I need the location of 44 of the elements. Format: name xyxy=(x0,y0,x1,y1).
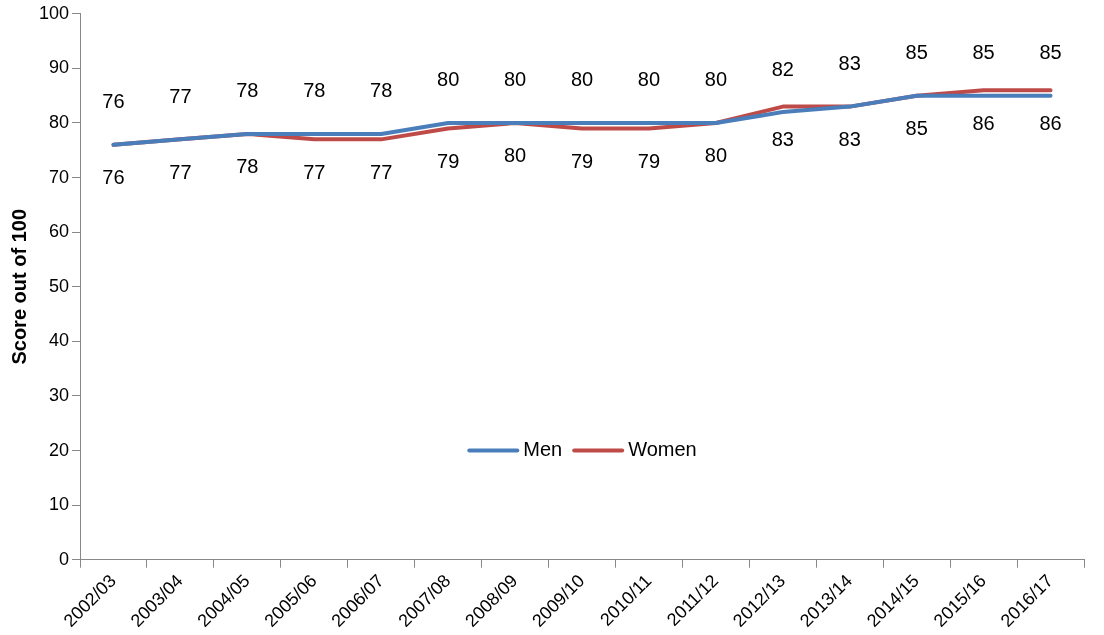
data-label: 80 xyxy=(704,144,727,167)
data-label: 79 xyxy=(437,149,460,172)
data-label: 85 xyxy=(905,117,928,140)
data-label: 80 xyxy=(503,144,527,167)
data-label: 80 xyxy=(503,68,527,91)
data-label: 85 xyxy=(905,41,928,64)
y-tick-label: 20 xyxy=(49,439,70,460)
data-label: 78 xyxy=(303,79,326,102)
data-label: 78 xyxy=(236,79,259,102)
data-label: 80 xyxy=(437,68,460,91)
data-label: 77 xyxy=(370,160,393,183)
data-label: 77 xyxy=(169,160,192,183)
data-label: 83 xyxy=(838,128,861,151)
data-label: 82 xyxy=(771,57,794,80)
data-label: 78 xyxy=(370,79,393,102)
data-label: 79 xyxy=(570,149,594,172)
y-tick-label: 40 xyxy=(49,330,70,351)
y-axis-title: Score out of 100 xyxy=(7,208,30,365)
y-tick-label: 50 xyxy=(49,275,70,296)
data-label: 86 xyxy=(972,111,995,134)
y-tick-label: 70 xyxy=(49,166,70,187)
data-label: 77 xyxy=(169,84,192,107)
y-tick-label: 90 xyxy=(49,57,70,78)
y-tick-label: 0 xyxy=(59,548,70,569)
data-label: 86 xyxy=(1039,111,1062,134)
data-label: 76 xyxy=(102,90,125,113)
data-label: 83 xyxy=(771,128,794,151)
data-label: 79 xyxy=(637,149,661,172)
data-label: 85 xyxy=(972,41,995,64)
y-tick-label: 80 xyxy=(49,111,70,132)
y-tick-label: 60 xyxy=(49,221,70,242)
y-tick-label: 10 xyxy=(49,494,70,515)
data-label: 80 xyxy=(570,68,594,91)
data-label: 76 xyxy=(102,166,125,189)
legend-label: Men xyxy=(523,438,563,461)
data-label: 77 xyxy=(303,160,326,183)
data-label: 78 xyxy=(236,155,259,178)
legend-label: Women xyxy=(628,438,697,461)
data-label: 85 xyxy=(1039,41,1062,64)
data-label: 83 xyxy=(838,52,861,75)
y-tick-label: 30 xyxy=(49,384,70,405)
data-label: 80 xyxy=(704,68,727,91)
y-tick-label: 100 xyxy=(38,2,70,23)
data-label: 80 xyxy=(637,68,661,91)
